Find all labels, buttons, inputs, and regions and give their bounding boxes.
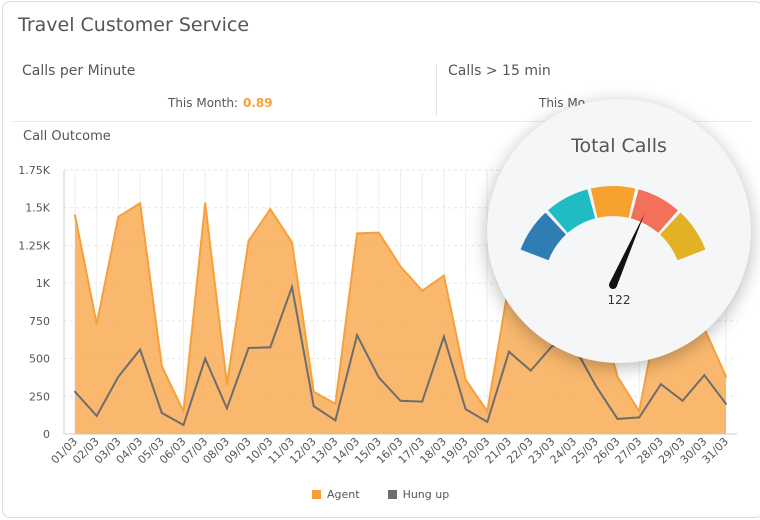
hung-up-point: [204, 357, 207, 360]
hung-up-point: [247, 347, 250, 350]
hung-up-point: [464, 408, 467, 411]
hung-up-point: [139, 348, 142, 351]
hung-up-point: [356, 334, 359, 337]
y-tick-label: 1.5K: [25, 202, 50, 215]
y-tick-label: 1.75K: [18, 164, 50, 177]
agent-point: [74, 214, 76, 217]
kpi-divider: [436, 64, 437, 116]
legend-swatch-agent: [312, 490, 321, 499]
hung-up-point: [160, 411, 163, 414]
hung-up-point: [594, 384, 597, 387]
agent-point: [399, 265, 402, 268]
kpi-calls-per-minute-month: This Month: 0.89: [168, 96, 273, 110]
gauge-segment: [590, 186, 636, 218]
agent-point: [291, 241, 293, 244]
agent-point: [182, 410, 185, 413]
agent-point: [95, 322, 98, 325]
hung-up-point: [442, 335, 445, 338]
y-tick-label: 1K: [36, 277, 51, 290]
hung-up-point: [269, 346, 272, 349]
agent-point: [486, 410, 489, 413]
gauge-title: Total Calls: [571, 135, 667, 157]
kpi-month-label: This Month:: [168, 96, 238, 110]
hung-up-point: [508, 350, 510, 353]
hung-up-point: [616, 417, 619, 420]
agent-point: [725, 375, 727, 378]
agent-point: [616, 375, 619, 378]
agent-point: [356, 232, 359, 235]
hung-up-point: [95, 414, 98, 417]
hung-up-point: [74, 390, 76, 393]
dashboard-title: Travel Customer Service: [18, 14, 250, 36]
agent-point: [117, 215, 120, 218]
hung-up-point: [377, 376, 380, 379]
y-tick-label: 750: [29, 315, 50, 328]
hung-up-point: [421, 400, 424, 403]
hung-up-point: [182, 423, 185, 426]
hung-up-point: [399, 399, 402, 402]
total-calls-gauge-card: Total Calls 122: [487, 99, 751, 363]
kpi-calls-over-15-label: Calls > 15 min: [448, 63, 551, 79]
agent-point: [334, 402, 337, 405]
call-outcome-label: Call Outcome: [23, 129, 111, 144]
y-tick-label: 0: [43, 428, 50, 441]
gauge-needle-hub: [609, 281, 617, 289]
agent-point: [139, 202, 142, 205]
gauge-segment: [660, 212, 706, 261]
hung-up-point: [312, 405, 315, 408]
legend-item-agent[interactable]: Agent: [312, 488, 360, 501]
agent-point: [204, 202, 207, 205]
legend-swatch-hung-up: [387, 490, 397, 499]
hung-up-point: [117, 375, 120, 378]
agent-point: [377, 231, 380, 234]
hung-up-point: [291, 285, 293, 288]
gauge-segment: [520, 212, 566, 261]
y-tick-label: 500: [29, 353, 50, 366]
hung-up-point: [681, 399, 684, 402]
kpi-calls-per-minute-label: Calls per Minute: [22, 63, 136, 79]
legend-label-agent: Agent: [327, 488, 360, 501]
y-tick-label: 250: [29, 390, 50, 403]
legend-label-hung-up: Hung up: [402, 488, 450, 501]
agent-point: [638, 410, 641, 413]
hung-up-point: [334, 419, 337, 422]
section-divider: [12, 121, 752, 122]
agent-point: [312, 390, 315, 393]
kpi-month-value: 0.89: [243, 96, 273, 110]
legend-item-hung-up[interactable]: Hung up: [387, 488, 450, 501]
hung-up-point: [703, 374, 706, 377]
gauge-segment: [630, 189, 678, 233]
agent-point: [247, 239, 250, 242]
agent-point: [421, 289, 424, 292]
y-tick-label: 1.25K: [18, 239, 50, 252]
agent-point: [442, 274, 445, 277]
hung-up-point: [486, 420, 489, 423]
gauge-value: 122: [607, 293, 631, 307]
hung-up-point: [529, 369, 532, 372]
hung-up-point: [638, 416, 641, 419]
agent-point: [269, 208, 272, 211]
hung-up-point: [225, 407, 228, 410]
chart-legend: Agent Hung up: [312, 488, 471, 501]
agent-point: [464, 378, 467, 381]
gauge-segment: [548, 189, 596, 233]
hung-up-point: [659, 383, 662, 386]
agent-point: [160, 365, 163, 368]
total-calls-gauge: [520, 186, 706, 289]
hung-up-point: [725, 402, 727, 405]
gauge-needle: [609, 213, 645, 287]
agent-point: [225, 383, 228, 386]
